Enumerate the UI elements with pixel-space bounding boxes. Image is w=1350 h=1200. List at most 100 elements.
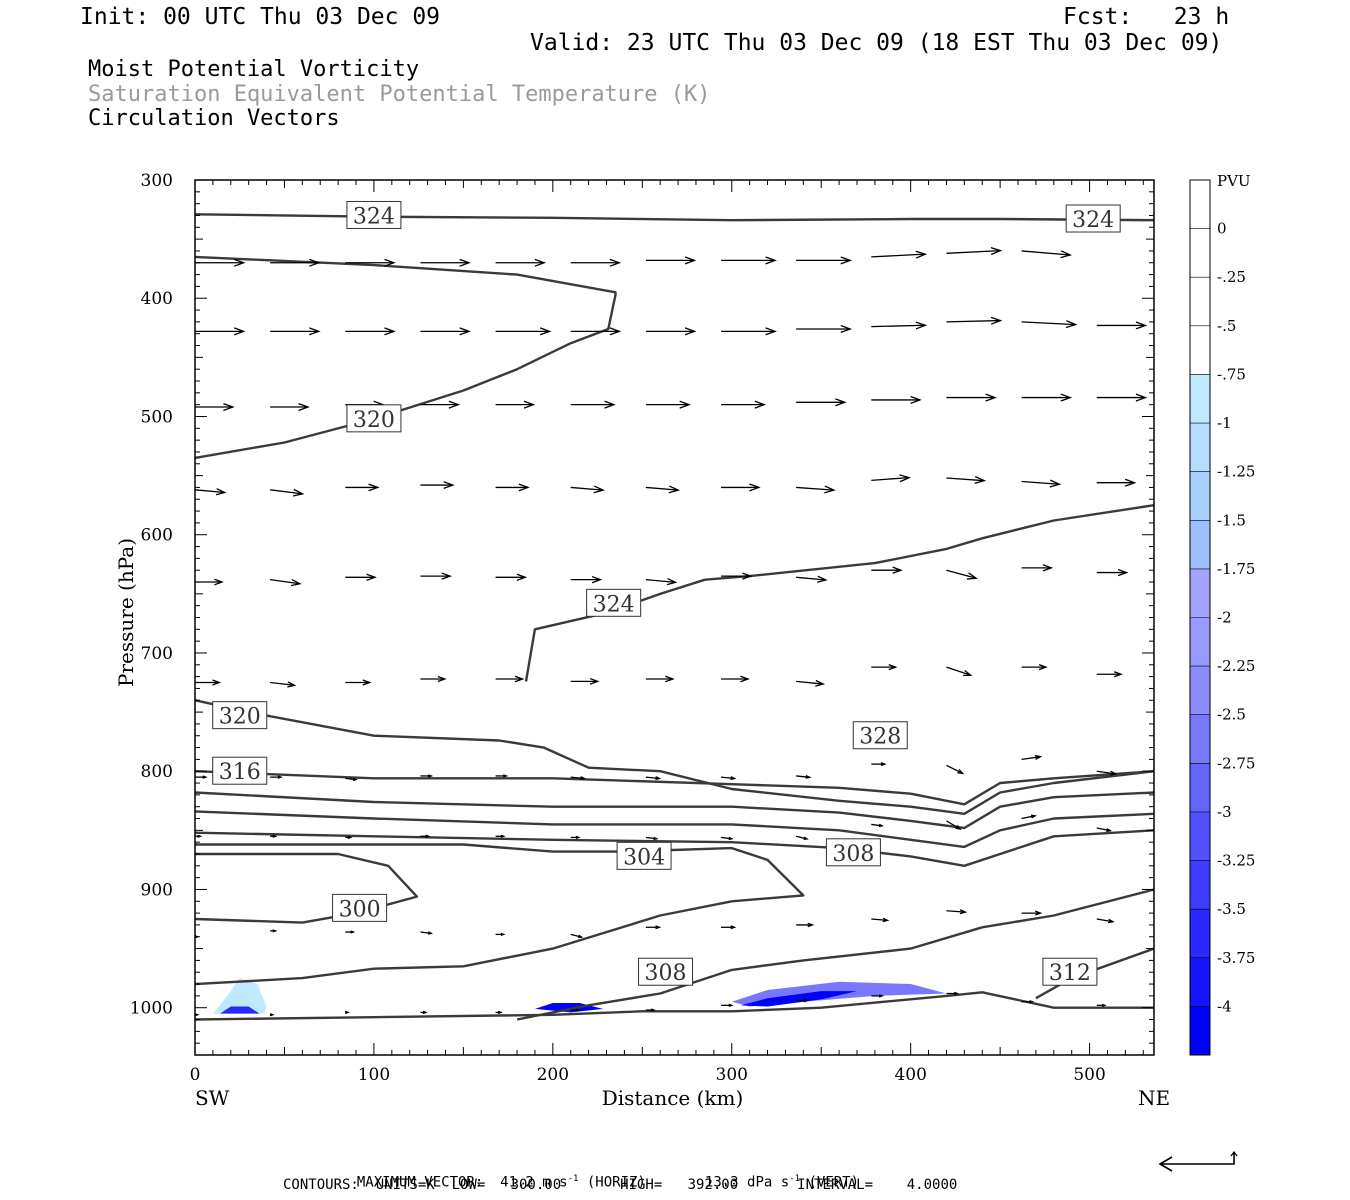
circulation-vector — [270, 578, 302, 587]
vector-shaft — [1021, 756, 1041, 761]
contour-label-text: 316 — [219, 760, 261, 785]
vector-shaft — [270, 681, 295, 686]
circulation-vector — [570, 835, 581, 840]
colorbar-swatch — [1190, 860, 1210, 910]
axes-layer: 0 100 200 300 400 500 300 400 500 600 700 800 900 100… — [114, 171, 1170, 1110]
circulation-vector — [420, 327, 471, 336]
vector-head — [448, 400, 461, 409]
circulation-vector — [871, 395, 922, 404]
vector-shaft — [1021, 480, 1060, 485]
circulation-vector — [721, 1003, 734, 1008]
vector-head — [840, 256, 853, 265]
y-tick-label: 700 — [141, 644, 173, 664]
vector-head — [805, 774, 812, 779]
colorbar-label: -3.75 — [1217, 949, 1255, 967]
colorbar-label: -1.75 — [1217, 560, 1255, 578]
circulation-vector — [871, 762, 887, 767]
vector-head — [668, 485, 681, 494]
vector-shaft — [946, 764, 963, 774]
circulation-vector — [420, 481, 455, 490]
circulation-vector — [1021, 564, 1054, 572]
vector-head — [459, 327, 471, 336]
vector-head — [1042, 564, 1054, 572]
vector-head — [880, 762, 887, 767]
forecast-hour: Fcst: 23 h — [1063, 4, 1230, 30]
circulation-vector — [1021, 910, 1043, 916]
circulation-vector — [1021, 814, 1037, 820]
reference-vector-head — [1158, 1156, 1173, 1172]
circulation-vector — [495, 774, 509, 778]
circulation-vector — [195, 834, 203, 838]
contour-label-text: 312 — [1049, 961, 1091, 986]
vector-head — [437, 675, 447, 683]
mpv-patch — [212, 978, 267, 1014]
vector-head — [427, 774, 434, 778]
vector-shaft — [570, 486, 604, 491]
vector-head — [309, 258, 321, 267]
vector-shaft — [645, 776, 660, 780]
vector-head — [366, 573, 377, 581]
vector-shaft — [871, 324, 926, 328]
vector-head — [277, 775, 283, 779]
circulation-vector — [570, 1008, 581, 1012]
vector-head — [500, 932, 506, 937]
contour-label-box — [212, 701, 268, 730]
vector-head — [202, 775, 208, 779]
vector-shaft — [796, 576, 826, 581]
circulation-vector — [946, 666, 973, 677]
vector-head — [1109, 770, 1118, 776]
circulation-vector — [270, 488, 305, 497]
circulation-vector — [495, 327, 552, 336]
contour-label-text: 324 — [593, 592, 635, 617]
vector-head — [290, 578, 302, 587]
circulation-vector — [796, 998, 809, 1003]
vector-head — [1030, 814, 1037, 819]
vector-head — [990, 247, 1003, 256]
vector-head — [539, 327, 552, 336]
vector-shaft — [1021, 815, 1036, 820]
circulation-vector — [721, 572, 753, 580]
circulation-vector — [871, 823, 884, 828]
vector-head — [1101, 1003, 1107, 1007]
circulation-vector — [1021, 320, 1078, 329]
circulation-vector — [1021, 664, 1048, 671]
theta-es-contour-layer — [194, 213, 1155, 1021]
y-axis-title: Pressure (hPa) — [114, 538, 138, 687]
circulation-vector — [1021, 1000, 1035, 1004]
circulation-vector — [495, 483, 530, 492]
vector-head — [959, 909, 968, 915]
vector-shaft — [1021, 321, 1076, 326]
circulation-vector — [1096, 568, 1129, 577]
vector-head — [368, 483, 380, 492]
vector-head — [272, 929, 278, 933]
contour-label: 300 — [332, 893, 388, 922]
circulation-vector — [495, 400, 536, 409]
vector-head — [1034, 910, 1043, 916]
vector-head — [384, 258, 396, 267]
theta-es-contour — [194, 852, 419, 924]
circulation-vector — [495, 932, 506, 937]
vector-head — [915, 321, 928, 330]
vector-head — [655, 776, 662, 781]
theta-es-contour — [194, 810, 1155, 849]
circulation-vector — [645, 256, 697, 265]
contour-label-layer: 324 324 320 324 320 328 316 304 308 300 308 312 — [212, 200, 1121, 986]
circulation-vector — [721, 925, 737, 930]
reference-vector-vert-head — [1230, 1151, 1238, 1157]
circulation-vector — [796, 835, 809, 840]
circulation-vector — [721, 327, 777, 336]
contour-label: 304 — [616, 841, 672, 870]
circulation-vector — [871, 474, 912, 483]
vector-head — [679, 400, 691, 409]
vector-shaft — [645, 486, 679, 491]
vector-head — [653, 836, 659, 841]
circulation-vector-layer — [194, 247, 1148, 1017]
contour-label: 328 — [852, 721, 908, 750]
vector-head — [604, 400, 616, 409]
x-tick-label: 300 — [716, 1065, 748, 1085]
circulation-vector — [645, 836, 659, 841]
circulation-vector — [570, 327, 622, 336]
vector-head — [298, 402, 310, 412]
circulation-vector — [1096, 827, 1113, 832]
